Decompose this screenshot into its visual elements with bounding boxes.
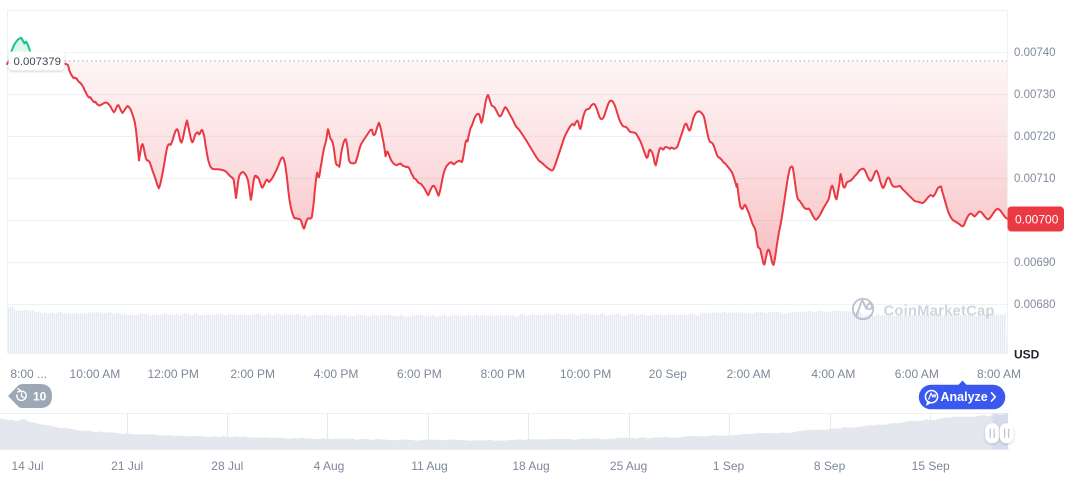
svg-text:6:00 PM: 6:00 PM [397, 367, 442, 381]
svg-text:6:00 AM: 6:00 AM [895, 367, 939, 381]
svg-text:8:00 PM: 8:00 PM [480, 367, 525, 381]
svg-text:Analyze: Analyze [941, 390, 988, 404]
svg-text:0.00740: 0.00740 [1014, 47, 1056, 59]
svg-text:8:00 AM: 8:00 AM [977, 367, 1021, 381]
svg-text:11 Aug: 11 Aug [411, 459, 447, 473]
svg-text:0.00710: 0.00710 [1014, 173, 1056, 185]
svg-text:12:00 PM: 12:00 PM [148, 367, 199, 381]
svg-text:4:00 AM: 4:00 AM [811, 367, 855, 381]
svg-text:8 Sep: 8 Sep [814, 459, 846, 473]
svg-text:8:00 ...: 8:00 ... [10, 367, 47, 381]
svg-text:1 Sep: 1 Sep [713, 459, 745, 473]
svg-text:USD: USD [1014, 348, 1040, 362]
svg-text:10:00 PM: 10:00 PM [560, 367, 611, 381]
svg-text:15 Sep: 15 Sep [912, 459, 950, 473]
svg-text:4 Aug: 4 Aug [314, 459, 345, 473]
svg-text:25 Aug: 25 Aug [610, 459, 647, 473]
svg-text:18 Aug: 18 Aug [512, 459, 549, 473]
svg-text:0.007379: 0.007379 [14, 56, 62, 68]
svg-text:0.00680: 0.00680 [1014, 299, 1056, 311]
svg-text:4:00 PM: 4:00 PM [314, 367, 359, 381]
svg-text:20 Sep: 20 Sep [649, 367, 687, 381]
svg-text:2:00 AM: 2:00 AM [727, 367, 771, 381]
svg-text:28 Jul: 28 Jul [211, 459, 243, 473]
svg-text:CoinMarketCap: CoinMarketCap [884, 304, 995, 320]
svg-text:0.00730: 0.00730 [1014, 89, 1056, 101]
svg-text:0.00700: 0.00700 [1015, 213, 1059, 227]
svg-text:0.00720: 0.00720 [1014, 131, 1056, 143]
svg-text:21 Jul: 21 Jul [111, 459, 143, 473]
svg-text:14 Jul: 14 Jul [11, 459, 43, 473]
svg-text:10:00 AM: 10:00 AM [70, 367, 121, 381]
svg-text:2:00 PM: 2:00 PM [230, 367, 275, 381]
svg-text:10: 10 [33, 390, 47, 404]
svg-text:0.00690: 0.00690 [1014, 257, 1056, 269]
